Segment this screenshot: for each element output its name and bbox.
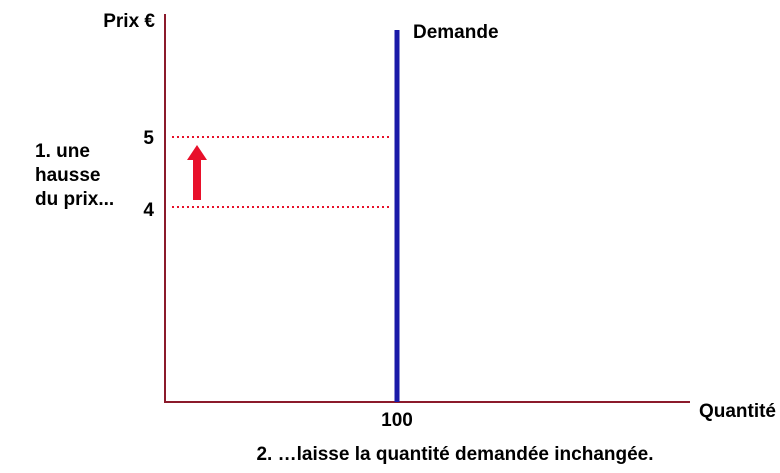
- x-axis-label: Quantité: [699, 401, 776, 422]
- left-annotation: 1. une: [35, 141, 90, 162]
- price-label: 5: [143, 128, 154, 149]
- left-annotation: du prix...: [35, 189, 114, 210]
- price-label: 4: [143, 200, 154, 221]
- increase-arrow: [187, 145, 207, 200]
- quantity-label: 100: [381, 410, 413, 431]
- y-axis-label: Prix €: [103, 11, 155, 32]
- curve-label: Demande: [413, 22, 499, 43]
- bottom-annotation: 2. …laisse la quantité demandée inchangé…: [256, 444, 653, 465]
- left-annotation: hausse: [35, 165, 100, 186]
